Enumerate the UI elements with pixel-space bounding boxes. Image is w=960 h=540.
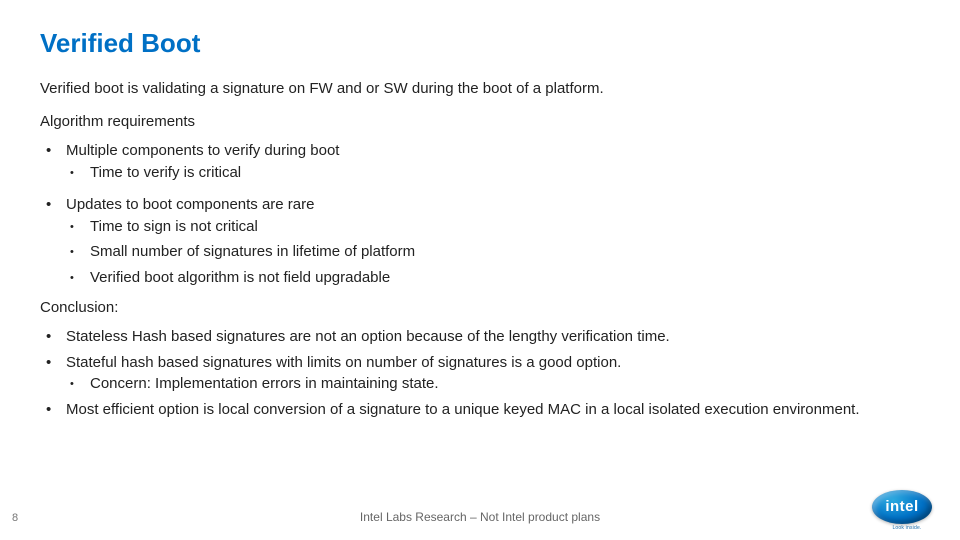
- algorithm-block-0: Multiple components to verify during boo…: [40, 140, 920, 184]
- slide-footer: 8 Intel Labs Research – Not Intel produc…: [0, 500, 960, 528]
- list-item-text: Time to verify is critical: [90, 164, 241, 181]
- list-level2: Time to verify is critical: [46, 162, 920, 184]
- list-item-text: Stateless Hash based signatures are not …: [66, 328, 670, 345]
- algorithm-requirements-label: Algorithm requirements: [40, 113, 920, 130]
- list-item-text: Concern: Implementation errors in mainta…: [90, 375, 439, 392]
- list-item: Stateful hash based signatures with limi…: [46, 352, 920, 396]
- list-level2: Time to sign is not critical Small numbe…: [46, 216, 920, 289]
- intel-logo-text: intel: [885, 498, 918, 515]
- list-item: Most efficient option is local conversio…: [46, 399, 920, 421]
- intel-logo-ellipse: intel: [872, 490, 932, 524]
- slide-title: Verified Boot: [40, 28, 920, 59]
- list-level1: Stateless Hash based signatures are not …: [40, 326, 920, 421]
- slide: Verified Boot Verified boot is validatin…: [0, 0, 960, 540]
- list-level2: Concern: Implementation errors in mainta…: [46, 373, 920, 395]
- slide-content: Verified Boot Verified boot is validatin…: [0, 0, 960, 421]
- intro-paragraph: Verified boot is validating a signature …: [40, 79, 920, 99]
- list-item-text: Time to sign is not critical: [90, 218, 258, 235]
- conclusion-block: Stateless Hash based signatures are not …: [40, 326, 920, 421]
- list-item: Multiple components to verify during boo…: [46, 140, 920, 184]
- intel-logo-tagline: Look inside.: [892, 525, 921, 531]
- list-item: Verified boot algorithm is not field upg…: [70, 267, 920, 289]
- list-item-text: Stateful hash based signatures with limi…: [66, 354, 621, 371]
- intel-logo: intel Look inside.: [872, 490, 942, 530]
- list-item-text: Multiple components to verify during boo…: [66, 142, 339, 159]
- list-level1: Multiple components to verify during boo…: [40, 140, 920, 184]
- list-item-text: Most efficient option is local conversio…: [66, 401, 860, 418]
- list-item: Updates to boot components are rare Time…: [46, 194, 920, 289]
- footer-text: Intel Labs Research – Not Intel product …: [0, 510, 960, 524]
- list-item: Stateless Hash based signatures are not …: [46, 326, 920, 348]
- list-item-text: Small number of signatures in lifetime o…: [90, 243, 415, 260]
- algorithm-block-1: Updates to boot components are rare Time…: [40, 194, 920, 289]
- list-item: Concern: Implementation errors in mainta…: [70, 373, 920, 395]
- list-item-text: Updates to boot components are rare: [66, 196, 314, 213]
- list-item: Time to verify is critical: [70, 162, 920, 184]
- list-item-text: Verified boot algorithm is not field upg…: [90, 269, 390, 286]
- list-item: Small number of signatures in lifetime o…: [70, 241, 920, 263]
- conclusion-label: Conclusion:: [40, 299, 920, 316]
- list-item: Time to sign is not critical: [70, 216, 920, 238]
- list-level1: Updates to boot components are rare Time…: [40, 194, 920, 289]
